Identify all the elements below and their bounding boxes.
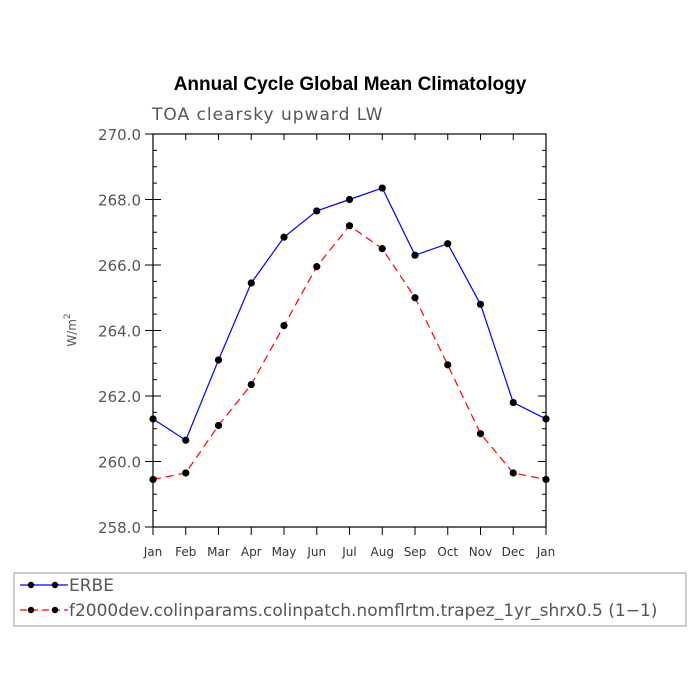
data-point — [542, 415, 550, 423]
y-tick-label: 270.0 — [98, 126, 141, 144]
data-point — [247, 380, 255, 389]
series-layer — [149, 184, 550, 484]
y-axis-label-text: W/m — [65, 319, 79, 347]
x-tick-label: May — [272, 545, 297, 559]
svg-text:W/m2: W/m2 — [63, 313, 79, 346]
y-tick-label: 268.0 — [98, 192, 141, 210]
legend-marker — [27, 581, 35, 589]
data-point — [149, 475, 157, 484]
plot-frame — [152, 133, 547, 528]
y-axis-ticks: 258.0 260.0 262.0 264.0 266.0 268.0 270.0 — [98, 126, 546, 537]
y-tick-label: 262.0 — [98, 388, 141, 406]
legend-marker — [51, 581, 59, 589]
legend-label: f2000dev.colinparams.colinpatch.nomflrtm… — [69, 601, 657, 621]
series-1 — [149, 184, 550, 444]
x-tick-label: Nov — [469, 545, 492, 559]
data-point — [345, 195, 354, 204]
y-tick-label: 260.0 — [98, 454, 141, 472]
x-tick-label: Sep — [404, 545, 427, 559]
data-point — [247, 279, 255, 287]
data-point — [214, 356, 223, 364]
chart-subtitle: TOA clearsky upward LW — [151, 105, 384, 125]
x-tick-label: Dec — [502, 545, 525, 559]
data-point — [182, 469, 190, 477]
data-point — [444, 240, 452, 248]
x-tick-label: Jun — [306, 545, 326, 559]
data-point — [411, 294, 419, 302]
legend-item-1: ERBE — [20, 576, 114, 596]
data-point — [411, 251, 419, 259]
data-point — [476, 300, 485, 308]
data-point — [444, 361, 452, 369]
chart-title: Annual Cycle Global Mean Climatology — [174, 74, 527, 95]
x-tick-label: Feb — [175, 545, 196, 559]
y-tick-label: 264.0 — [98, 323, 141, 341]
series-line — [152, 224, 547, 481]
data-point — [313, 207, 321, 215]
legend: ERBE f2000dev.colinparams.colinpatch.nomf… — [13, 572, 687, 627]
data-point — [182, 436, 190, 444]
y-axis-label: W/m2 — [63, 313, 79, 346]
y-axis-label-superscript: 2 — [63, 313, 73, 319]
x-tick-label: Apr — [241, 545, 262, 559]
data-point — [345, 222, 354, 230]
data-point — [214, 421, 223, 430]
data-point — [476, 430, 485, 438]
x-axis-ticks: Jan Feb Mar Apr May Jun Jul Aug Sep Oct Nov Dec Jan — [143, 134, 556, 559]
data-point — [509, 398, 517, 407]
series-2 — [149, 222, 550, 484]
x-tick-label: Jan — [143, 545, 163, 559]
data-point — [378, 245, 386, 253]
x-tick-label: Jan — [536, 545, 556, 559]
data-point — [280, 233, 288, 241]
data-point — [313, 263, 321, 271]
legend-label: ERBE — [69, 576, 114, 596]
y-tick-label: 258.0 — [98, 519, 141, 537]
legend-box — [13, 572, 687, 627]
data-point — [378, 184, 386, 192]
data-point — [280, 321, 288, 330]
x-tick-label: Oct — [437, 545, 458, 559]
x-tick-label: Jul — [341, 545, 356, 559]
legend-marker — [51, 606, 59, 614]
legend-item-2: f2000dev.colinparams.colinpatch.nomflrtm… — [20, 601, 657, 621]
y-tick-label: 266.0 — [98, 257, 141, 275]
x-tick-label: Aug — [371, 545, 394, 559]
plot-border — [152, 133, 547, 528]
x-tick-label: Mar — [207, 545, 230, 559]
data-point — [542, 475, 550, 484]
data-point — [149, 415, 157, 423]
legend-marker — [27, 606, 35, 614]
data-point — [509, 469, 517, 477]
